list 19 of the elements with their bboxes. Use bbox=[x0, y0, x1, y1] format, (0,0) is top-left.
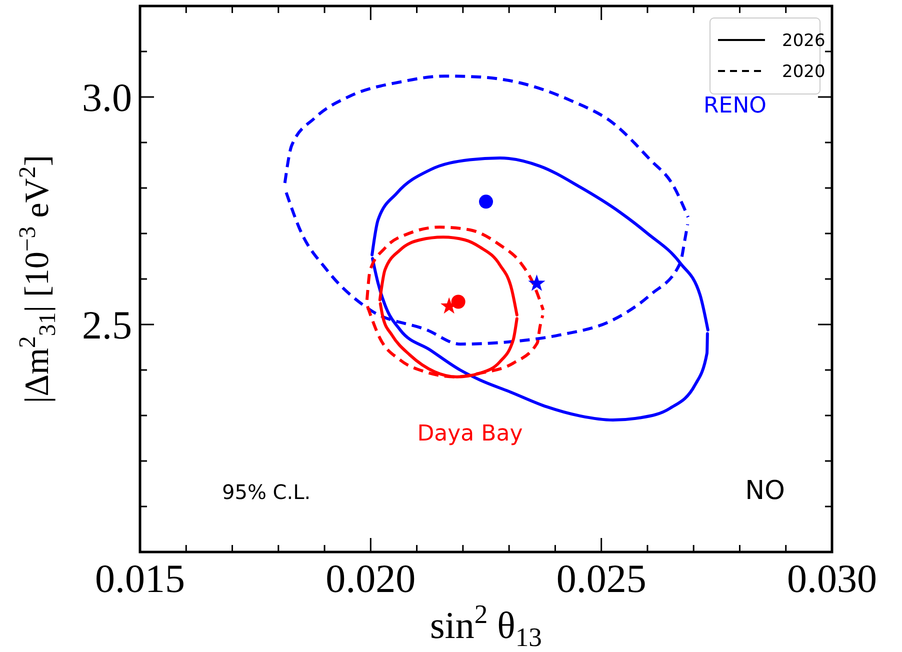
point bbox=[528, 274, 546, 291]
annotation: NO bbox=[745, 476, 785, 506]
x-tick-label: 0.030 bbox=[787, 556, 877, 601]
line-series bbox=[366, 304, 544, 378]
x-axis-title: sin$^{2}$ θ$_{13}$ bbox=[430, 599, 542, 652]
y-tick-label: 2.5 bbox=[82, 302, 132, 348]
annotation: RENO bbox=[704, 94, 766, 119]
x-tick-label: 0.025 bbox=[556, 556, 646, 601]
line-series bbox=[283, 74, 690, 219]
x-tick-label: 0.015 bbox=[95, 556, 185, 601]
point bbox=[451, 294, 466, 309]
x-tick-label: 0.020 bbox=[326, 556, 416, 601]
annotation: Daya Bay bbox=[417, 422, 523, 447]
line-series bbox=[365, 226, 545, 312]
legend-label: 2020 bbox=[782, 62, 826, 82]
point bbox=[479, 194, 493, 209]
y-tick-label: 3.0 bbox=[82, 75, 132, 120]
annotation: 95% C.L. bbox=[222, 480, 311, 504]
legend-label: 2026 bbox=[782, 30, 826, 51]
